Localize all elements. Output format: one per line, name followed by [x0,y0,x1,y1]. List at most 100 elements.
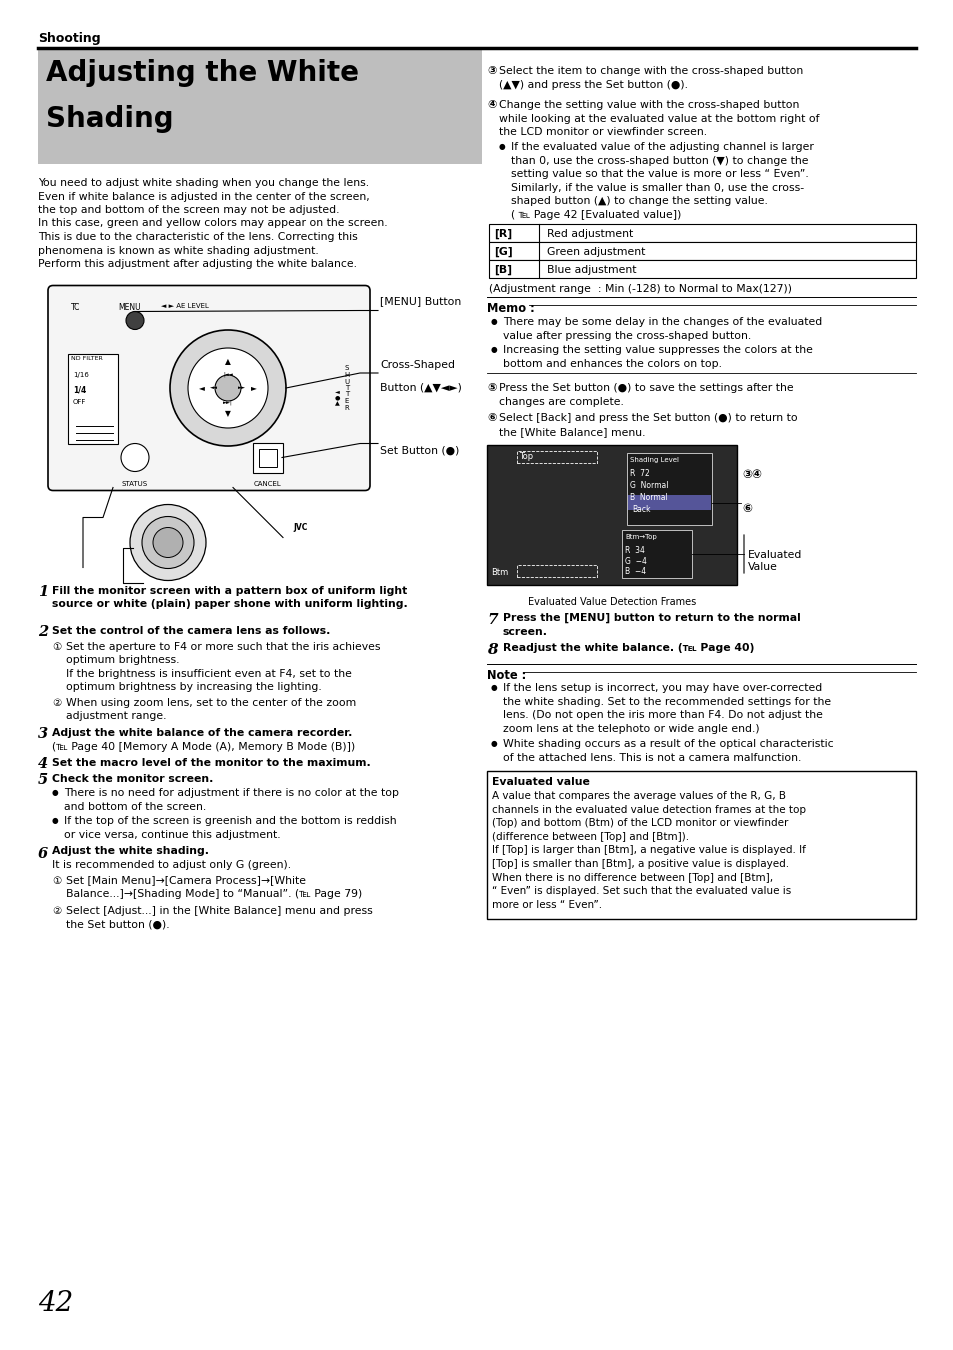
Text: Set the aperture to F4 or more such that the iris achieves
optimum brightness.
I: Set the aperture to F4 or more such that… [66,641,380,693]
Text: (℡ Page 40 [Memory A Mode (A), Memory B Mode (B)]): (℡ Page 40 [Memory A Mode (A), Memory B … [52,741,355,752]
Circle shape [170,329,286,446]
Bar [517,451,597,463]
Text: ●: ● [52,817,58,825]
Text: phenomena is known as white shading adjustment.: phenomena is known as white shading adju… [38,246,318,255]
Text: Set Button (●): Set Button (●) [379,446,459,455]
Circle shape [130,505,206,580]
Text: If the lens setup is incorrect, you may have over-corrected
the white shading. S: If the lens setup is incorrect, you may … [502,683,830,734]
Text: Set the macro level of the monitor to the maximum.: Set the macro level of the monitor to th… [52,757,371,768]
Text: Top: Top [518,452,533,460]
Text: 6: 6 [38,846,48,860]
Text: [G]: [G] [494,247,512,256]
Text: ③④: ③④ [741,468,761,482]
Text: Note :: Note : [486,670,526,682]
Text: Evaluated
Value: Evaluated Value [747,549,801,572]
Text: Memo :: Memo : [486,302,535,315]
Text: OFF: OFF [73,400,87,405]
Text: ►: ► [251,383,256,393]
Bar [517,566,597,576]
Text: B  −4: B −4 [624,567,645,576]
Text: ▲: ▲ [225,358,231,366]
Text: Btm→Top: Btm→Top [624,535,656,540]
Text: Perform this adjustment after adjusting the white balance.: Perform this adjustment after adjusting … [38,259,356,269]
Text: ⑥: ⑥ [486,413,496,423]
Text: White shading occurs as a result of the optical characteristic
of the attached l: White shading occurs as a result of the … [502,738,833,763]
Text: ◄ ► AE LEVEL: ◄ ► AE LEVEL [161,302,209,309]
Bar [38,49,481,163]
Text: ●: ● [491,317,497,325]
Text: ●: ● [52,788,58,798]
Text: the top and bottom of the screen may not be adjusted.: the top and bottom of the screen may not… [38,205,339,215]
Bar [68,354,118,444]
Circle shape [214,375,241,401]
Text: R  72: R 72 [629,468,649,478]
Text: Btm: Btm [491,568,508,576]
Text: ●: ● [491,683,497,693]
Bar [486,771,915,919]
Text: ►►|: ►►| [223,400,233,405]
Text: Evaluated Value Detection Frames: Evaluated Value Detection Frames [527,597,696,608]
Text: When using zoom lens, set to the center of the zoom
adjustment range.: When using zoom lens, set to the center … [66,698,355,721]
Text: 8: 8 [486,643,497,657]
Text: Shooting: Shooting [38,32,100,45]
Circle shape [121,444,149,471]
Text: Check the monitor screen.: Check the monitor screen. [52,774,213,783]
Text: |◄◄: |◄◄ [223,371,233,377]
Text: It is recommended to adjust only G (green).: It is recommended to adjust only G (gree… [52,860,291,871]
Text: Readjust the white balance. (℡ Page 40): Readjust the white balance. (℡ Page 40) [502,643,754,653]
Text: Shading Level: Shading Level [629,458,679,463]
Text: There may be some delay in the changes of the evaluated
value after pressing the: There may be some delay in the changes o… [502,317,821,340]
Text: [B]: [B] [494,265,512,275]
Bar [627,495,710,510]
Text: 2: 2 [38,625,48,640]
Text: Adjust the white balance of the camera recorder.: Adjust the white balance of the camera r… [52,728,352,737]
Text: You need to adjust white shading when you change the lens.: You need to adjust white shading when yo… [38,178,369,188]
Text: (▲▼) and press the Set button (●).: (▲▼) and press the Set button (●). [498,80,687,89]
Text: Increasing the setting value suppresses the colors at the
bottom and enhances th: Increasing the setting value suppresses … [502,346,812,369]
Bar [621,531,691,578]
Text: [MENU] Button: [MENU] Button [379,297,460,306]
Text: ND FILTER: ND FILTER [71,356,103,362]
Text: Change the setting value with the cross-shaped button
while looking at the evalu: Change the setting value with the cross-… [498,100,819,138]
Bar [626,454,711,525]
Bar [489,242,915,261]
Text: ◄: ◄ [199,383,205,393]
Circle shape [152,528,183,558]
Text: Adjusting the White: Adjusting the White [46,59,358,86]
Text: ②: ② [52,906,61,915]
Text: ①: ① [52,876,61,886]
Text: 4: 4 [38,757,48,771]
Text: Shading: Shading [46,105,173,134]
Text: Evaluated value: Evaluated value [492,778,589,787]
Text: G  Normal: G Normal [629,481,668,490]
Text: Back: Back [631,505,650,514]
Text: STATUS: STATUS [122,481,148,486]
Text: Select the item to change with the cross-shaped button: Select the item to change with the cross… [498,66,802,76]
Text: ④: ④ [486,100,496,109]
Text: ►►: ►► [237,386,246,390]
Text: MENU: MENU [118,302,140,312]
Bar [489,261,915,278]
Bar [253,443,283,472]
Text: 5: 5 [38,774,48,787]
Text: Set the control of the camera lens as follows.: Set the control of the camera lens as fo… [52,625,330,636]
Text: ①: ① [52,641,61,652]
Text: This is due to the characteristic of the lens. Correcting this: This is due to the characteristic of the… [38,232,357,242]
Text: ▼: ▼ [225,409,231,418]
Text: G  −4: G −4 [624,558,646,566]
Text: Cross-Shaped: Cross-Shaped [379,360,455,370]
FancyBboxPatch shape [48,285,370,490]
Text: Fill the monitor screen with a pattern box of uniform light
source or white (pla: Fill the monitor screen with a pattern b… [52,586,407,609]
Text: ⑤: ⑤ [486,383,496,393]
Text: Set [Main Menu]→[Camera Process]→[White
Balance...]→[Shading Mode] to “Manual”. : Set [Main Menu]→[Camera Process]→[White … [66,876,362,899]
Text: In this case, green and yellow colors may appear on the screen.: In this case, green and yellow colors ma… [38,219,387,228]
Text: R  34: R 34 [624,545,644,555]
Text: ②: ② [52,698,61,707]
Text: Select [Adjust...] in the [White Balance] menu and press
the Set button (●).: Select [Adjust...] in the [White Balance… [66,906,373,929]
Bar [486,446,737,585]
Text: Button (▲▼◄►): Button (▲▼◄►) [379,383,461,393]
Circle shape [126,312,144,329]
Text: 42: 42 [38,1291,73,1318]
Text: Even if white balance is adjusted in the center of the screen,: Even if white balance is adjusted in the… [38,192,370,201]
Text: There is no need for adjustment if there is no color at the top
and bottom of th: There is no need for adjustment if there… [64,788,398,813]
